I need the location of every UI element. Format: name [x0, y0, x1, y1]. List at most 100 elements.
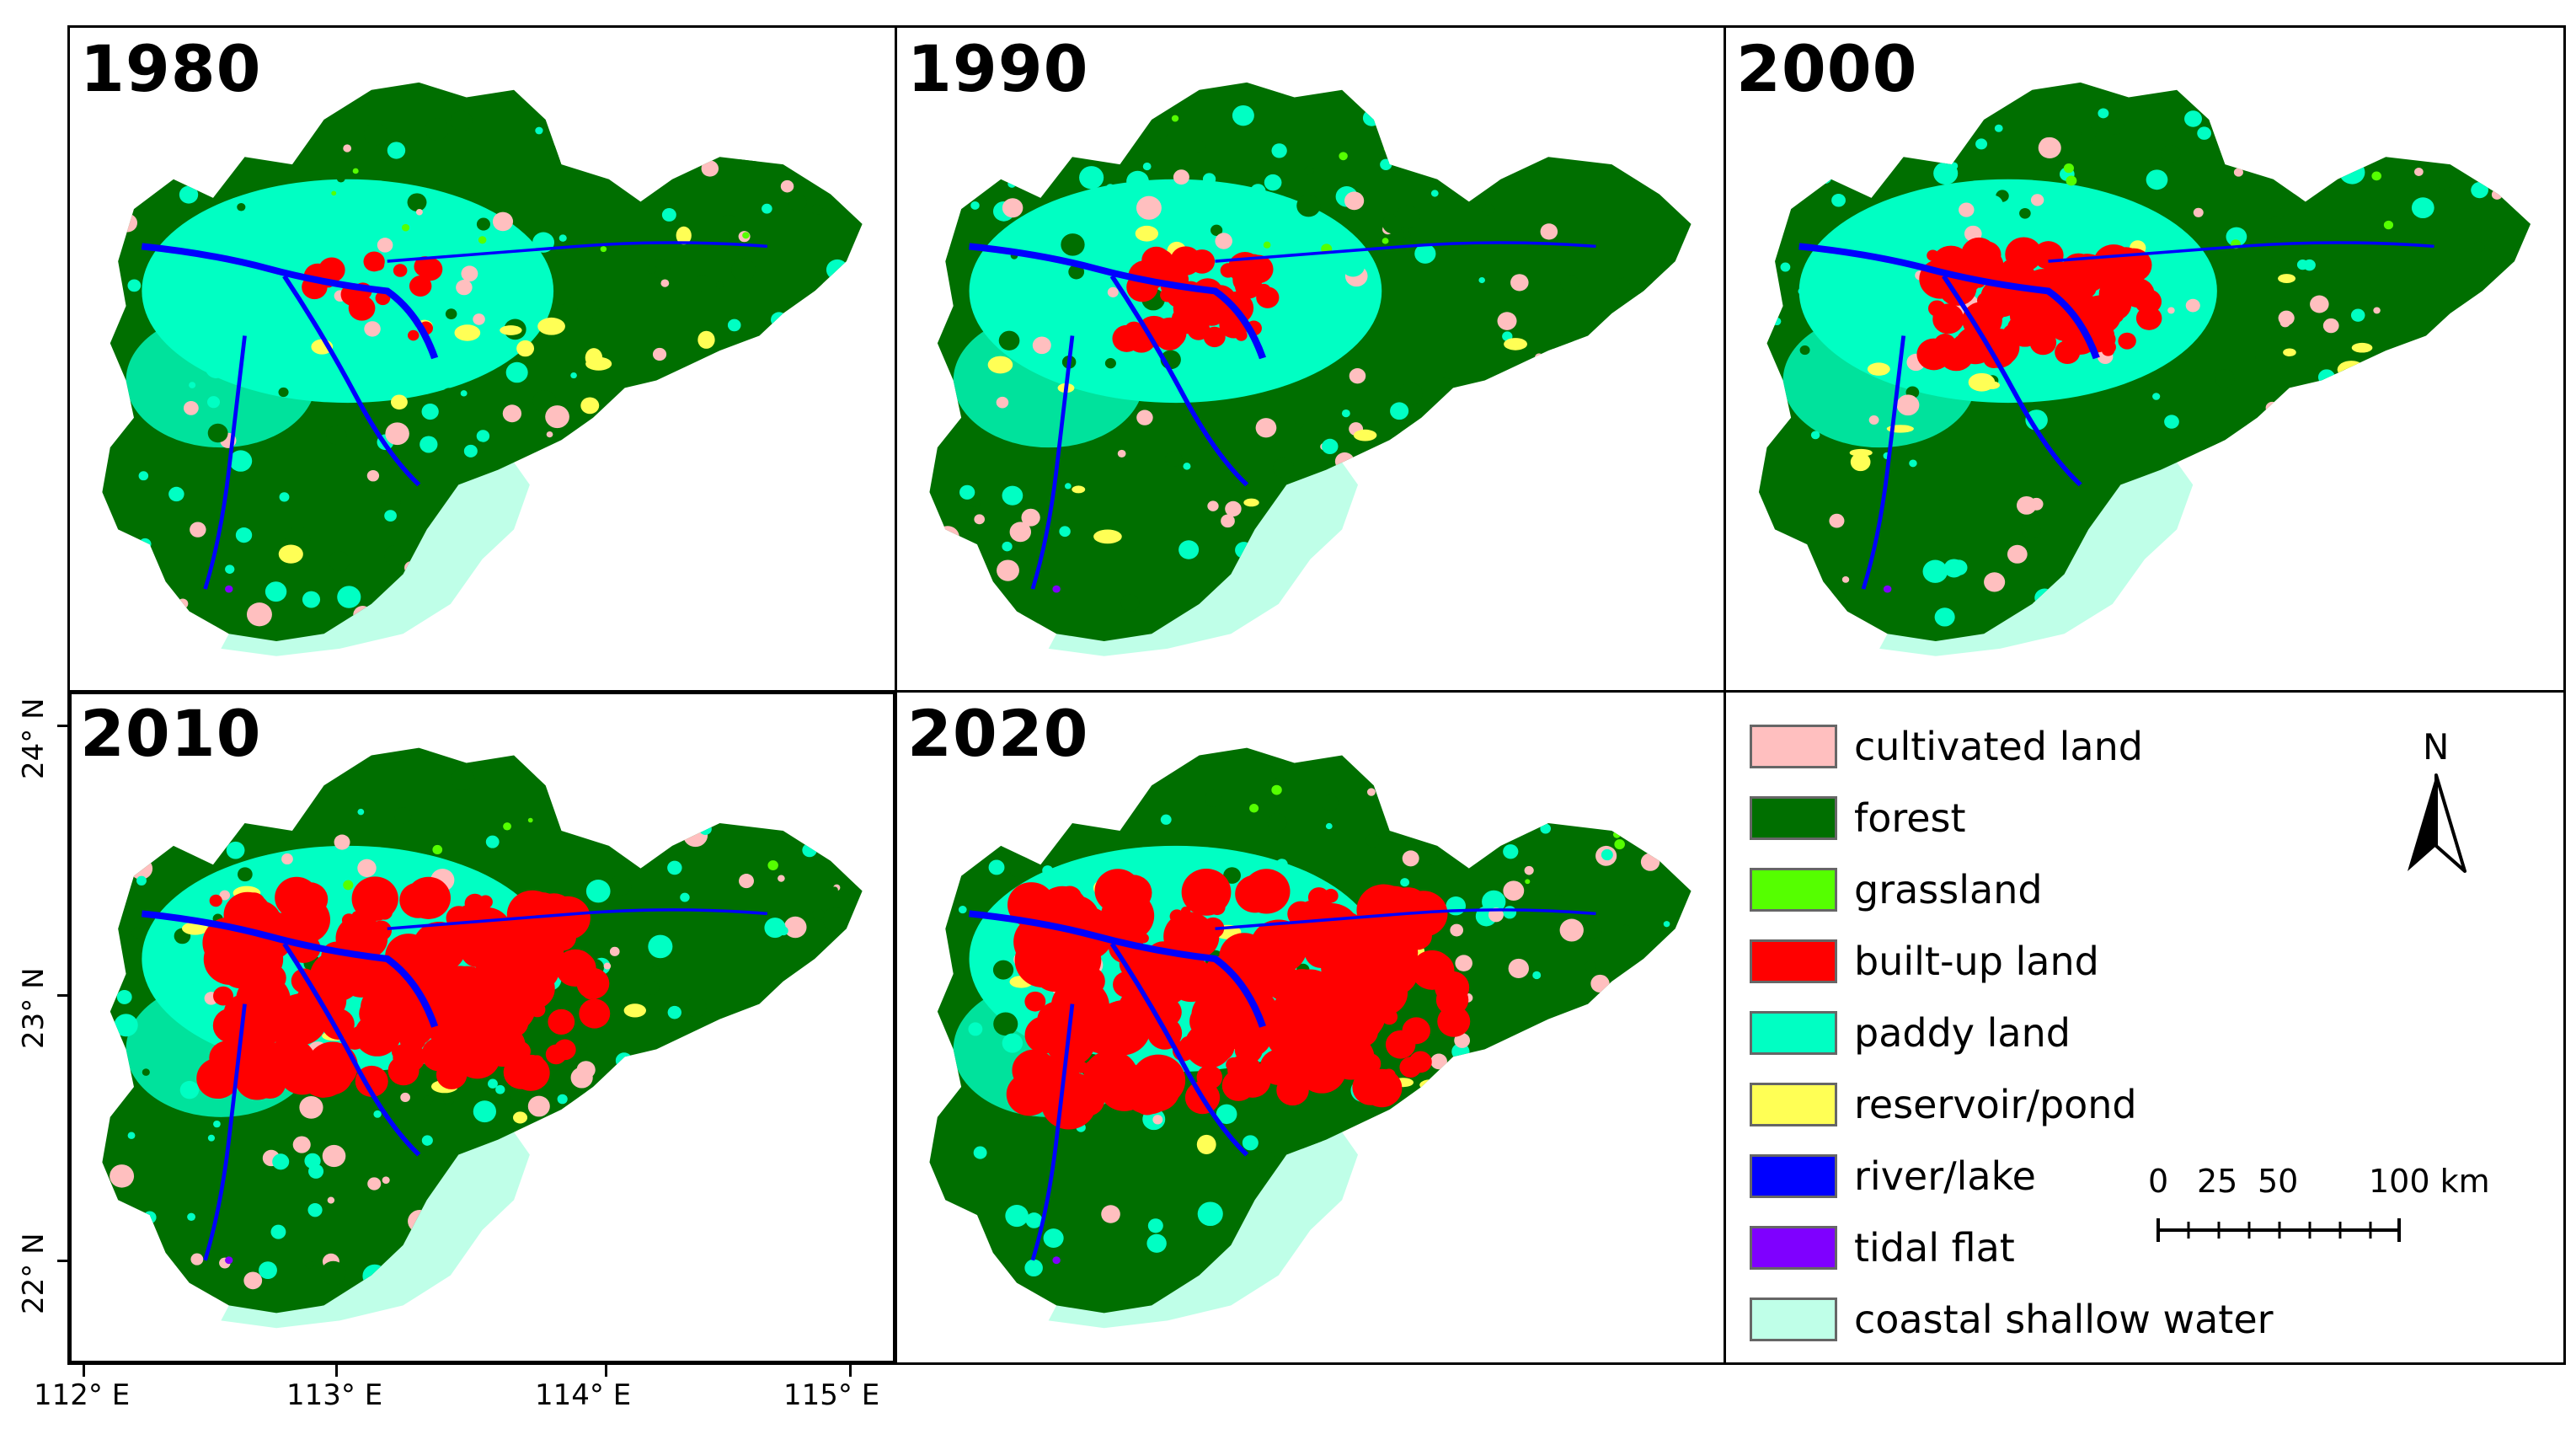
landuse-patch [2411, 197, 2434, 219]
builtup-patch [1932, 304, 1964, 334]
landuse-patch [532, 390, 557, 413]
landuse-patch [546, 431, 553, 438]
landuse-patch [421, 1135, 433, 1146]
landuse-patch [1504, 602, 1512, 610]
landuse-patch [136, 152, 162, 176]
grassland-patch [600, 246, 607, 253]
landuse-patch [142, 1068, 150, 1076]
builtup-patch [1234, 1062, 1271, 1098]
reservoir-patch [2278, 274, 2296, 283]
landuse-patch [116, 989, 132, 1004]
landuse-patch [2472, 241, 2485, 253]
landuse-patch [1583, 377, 1600, 393]
builtup-patch [458, 993, 502, 1035]
river-line [203, 1003, 247, 1261]
landuse-patch [1183, 463, 1191, 470]
landuse-patch [1923, 106, 1944, 126]
landuse-patch [385, 422, 409, 446]
landuse-patch [1178, 540, 1200, 559]
landuse-patch [644, 152, 665, 171]
landuse-patch [761, 567, 769, 575]
landuse-patch [1648, 1091, 1658, 1102]
landuse-patch [685, 998, 707, 1018]
landuse-patch [476, 217, 490, 231]
landuse-patch [811, 908, 825, 921]
landuse-patch [1482, 890, 1506, 913]
reservoir-patch [537, 317, 565, 335]
reservoir-patch [1451, 1061, 1466, 1080]
landuse-patch [780, 179, 794, 193]
builtup-patch [1007, 882, 1056, 928]
landuse-patch [2225, 548, 2233, 556]
landuse-patch [724, 238, 743, 256]
landuse-patch [1033, 827, 1054, 848]
landuse-patch [1560, 275, 1579, 292]
landuse-patch [822, 432, 836, 445]
landuse-patch [532, 506, 548, 521]
landuse-patch [1002, 541, 1013, 552]
builtup-patch [236, 974, 291, 1026]
landuse-patch [1444, 608, 1466, 629]
landuse-patch [225, 565, 235, 574]
landuse-patch [936, 526, 959, 548]
landuse-patch [667, 1005, 681, 1019]
builtup-patch [2079, 281, 2097, 297]
lat-tick [57, 994, 69, 997]
scale-label-0: 0 [2148, 1163, 2169, 1200]
reservoir-patch [1504, 338, 1527, 350]
landuse-patch [970, 496, 981, 508]
legend-item-cultivated-land: cultivated land [1750, 723, 2143, 770]
landuse-patch [2350, 308, 2365, 322]
landuse-patch [811, 280, 824, 292]
landuse-patch [190, 142, 211, 160]
landuse-patch [2247, 427, 2272, 450]
landuse-patch [989, 818, 1013, 841]
landuse-patch [667, 860, 682, 875]
landuse-patch [1782, 175, 1794, 187]
landuse-patch [1540, 823, 1552, 834]
landuse-patches [1772, 106, 2522, 627]
landuse-patch [992, 960, 1014, 980]
landuse-patch [1454, 1033, 1471, 1048]
builtup-patch [387, 1056, 420, 1086]
builtup-patch [555, 949, 596, 987]
builtup-patch [1196, 1065, 1223, 1090]
landuse-patch [1570, 119, 1590, 136]
landuse-patch [1211, 224, 1223, 236]
landuse-patch [603, 962, 612, 970]
landuse-patches [110, 768, 852, 1290]
reservoir-patch [1523, 1155, 1548, 1172]
landuse-patch [2226, 227, 2247, 247]
landuse-patch [996, 396, 1009, 409]
landuse-patch [2107, 118, 2124, 135]
lon-tick [335, 1365, 338, 1377]
landuse-patch [970, 201, 980, 210]
landuse-patch [1105, 184, 1115, 193]
landuse-patch [2294, 187, 2306, 199]
landuse-patch [1392, 431, 1403, 441]
landuse-patch [207, 423, 228, 443]
landuse-patch [644, 515, 665, 535]
builtup-patch [1360, 1017, 1381, 1037]
landuse-patch [527, 1095, 550, 1117]
landuse-patch [2081, 126, 2097, 142]
landuse-patch [1456, 1070, 1467, 1082]
landuse-patch [1659, 614, 1665, 621]
landuse-patch [423, 1095, 434, 1105]
landuse-patch [127, 1132, 136, 1139]
landuse-patch [961, 1226, 985, 1249]
landuse-patch [2265, 401, 2279, 415]
landuse-patch [320, 1260, 346, 1286]
landuse-patch [993, 1012, 1018, 1036]
landuse-patch [2184, 110, 2202, 127]
landuse-patch [821, 136, 843, 156]
landuse-patch [337, 586, 361, 608]
landuse-patch [1064, 483, 1072, 490]
scale-label-100: 100 km [2369, 1163, 2490, 1200]
landuse-patch [771, 312, 788, 328]
river-line [1109, 275, 1249, 487]
landuse-patch [1021, 508, 1040, 527]
landuse-patch [451, 768, 475, 790]
landuse-patch [1430, 190, 1439, 197]
landuse-patch [1294, 420, 1304, 429]
